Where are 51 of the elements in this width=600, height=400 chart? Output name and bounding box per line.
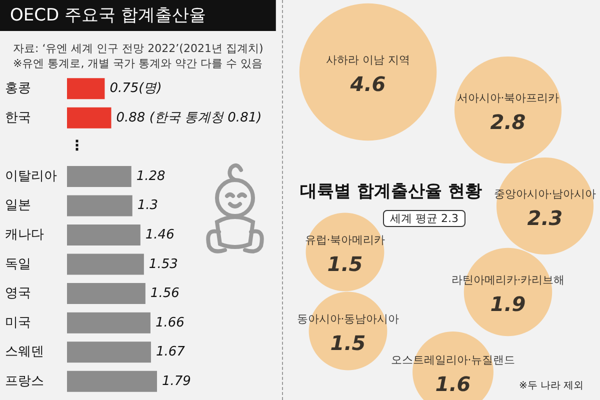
data-label: 4.6 <box>349 72 386 96</box>
data-label: 1.6 <box>435 372 471 396</box>
text: ※유엔 통계로, 개별 국가 통계와 약간 다를 수 있음 <box>13 57 263 70</box>
y-tick-label: 이탈리아 <box>5 168 57 184</box>
data-label: 1.46 <box>145 228 174 242</box>
annotation: ⋮ <box>70 138 84 154</box>
data-label: 1.79 <box>162 374 191 389</box>
bar <box>67 254 144 275</box>
y-tick-label: 스웨덴 <box>5 344 44 360</box>
category-label: 유럽·북아메리카 <box>304 234 386 246</box>
y-tick-label: 미국 <box>5 315 31 330</box>
bar <box>67 78 105 100</box>
y-tick-label: 영국 <box>5 286 31 302</box>
data-label: 1.66 <box>155 315 184 330</box>
chart-title: OECD 주요국 합계출산율 <box>10 6 206 26</box>
data-label: 1.28 <box>136 168 166 184</box>
data-label: 1.5 <box>330 331 366 355</box>
data-label: 2.3 <box>527 206 563 230</box>
data-label: 1.9 <box>490 292 526 316</box>
y-tick-label: 프랑스 <box>5 374 44 389</box>
text: ※두 나라 제외 <box>519 380 584 392</box>
y-tick-label: 일본 <box>5 198 31 214</box>
category-label: 중앙아시아·남아시아 <box>494 188 596 200</box>
data-label: 1.53 <box>148 256 178 272</box>
bar <box>67 224 140 246</box>
bar <box>67 370 157 392</box>
y-tick-label: 홍콩 <box>5 81 31 96</box>
data-label: 2.8 <box>490 110 526 134</box>
text: 대륙별 합계출산율 현황 <box>300 182 482 202</box>
data-label: 1.56 <box>150 286 180 302</box>
data-label: 0.88 (한국 통계청 0.81) <box>116 110 262 126</box>
data-label: 0.75(명) <box>110 81 162 96</box>
bar <box>67 166 132 187</box>
y-tick-label: 독일 <box>5 256 31 272</box>
data-label: 1.3 <box>137 198 158 214</box>
category-label: 동아시아·동남아시아 <box>296 312 400 326</box>
bar <box>67 195 132 216</box>
category-label: 라틴아메리카·카리브해 <box>451 274 565 286</box>
data-label: 1.5 <box>327 252 363 276</box>
category-label: 서아시아·북아프리카 <box>456 92 560 104</box>
category-label: 오스트레일리아·뉴질랜드 <box>390 354 516 366</box>
y-tick-label: 한국 <box>5 110 31 126</box>
y-tick-label: 캐나다 <box>5 228 44 242</box>
bar <box>67 342 151 363</box>
bar <box>67 107 112 128</box>
bar <box>67 312 150 334</box>
text: 세계 평균 2.3 <box>390 212 458 225</box>
chart-subtitle: 자료: ‘유엔 세계 인구 전망 2022’(2021년 집계치) <box>13 42 264 55</box>
data-label: 1.67 <box>156 344 186 360</box>
category-label: 사하라 이남 지역 <box>326 54 410 66</box>
bar <box>67 283 146 304</box>
